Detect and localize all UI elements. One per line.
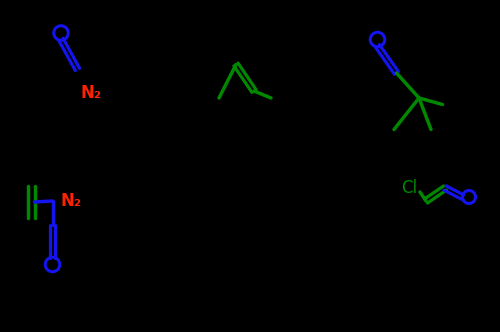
Text: N₂: N₂ <box>60 192 82 210</box>
Text: N₂: N₂ <box>80 84 102 102</box>
Text: Cl: Cl <box>401 179 417 197</box>
